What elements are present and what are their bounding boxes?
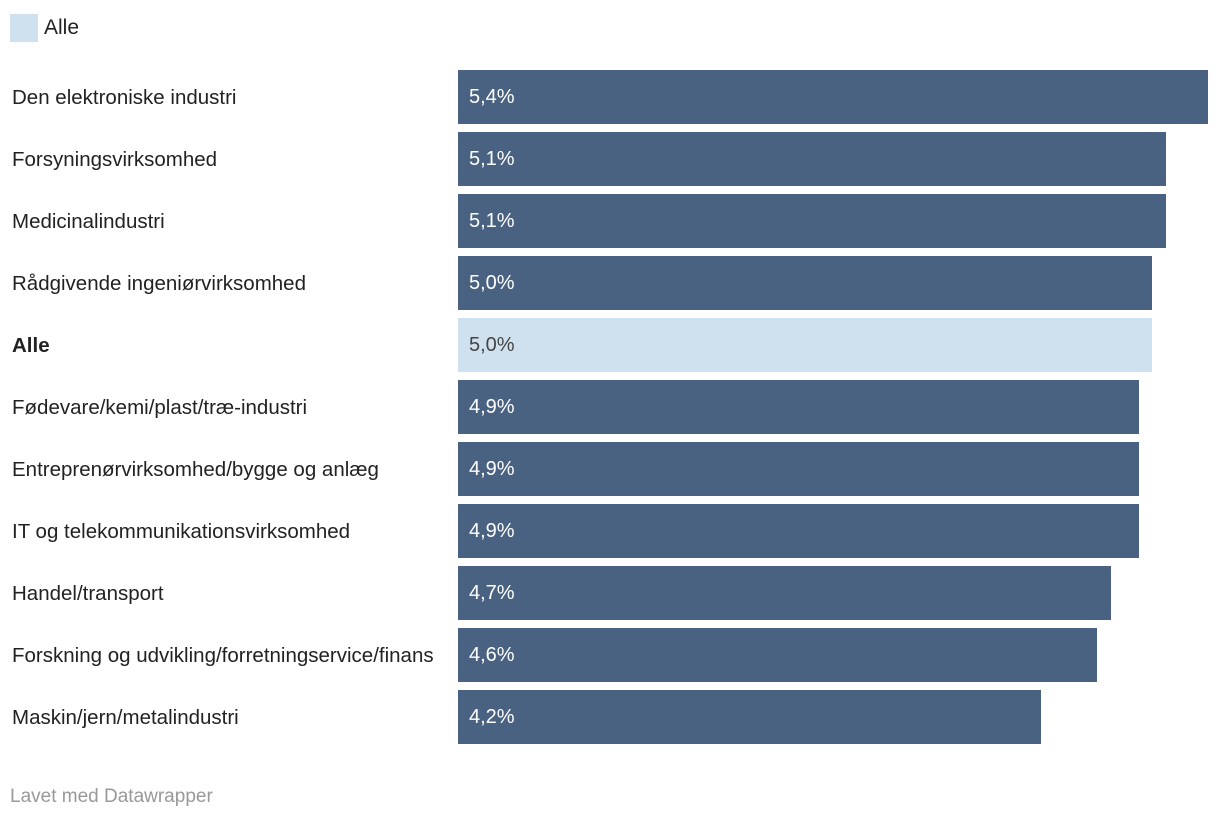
bar [458,132,1167,186]
value-label: 5,0% [469,334,515,356]
value-label: 5,1% [469,210,515,232]
bar [458,256,1153,310]
bar [458,566,1111,620]
bar [458,442,1139,496]
bar [458,628,1097,682]
row-label: Forsyningsvirksomhed [12,147,218,171]
value-label: 4,9% [469,396,515,418]
value-label: 5,4% [469,86,515,108]
bar [458,318,1153,372]
footer: Lavet med Datawrapper [10,786,213,807]
row-label: Forskning og udvikling/forretningservice… [12,643,434,667]
legend-label: Alle [44,16,80,39]
value-label: 5,1% [469,148,515,170]
row-label: Medicinalindustri [12,209,165,233]
value-label: 4,7% [469,582,515,604]
legend-swatch [10,14,38,42]
bar [458,70,1208,124]
bar [458,504,1139,558]
value-label: 4,6% [469,644,515,666]
row-label: Den elektroniske industri [12,85,237,109]
value-label: 4,9% [469,520,515,542]
bar [458,690,1042,744]
legend: Alle [10,14,79,42]
row-label: Rådgivende ingeniørvirksomhed [12,271,306,295]
row-label: Entreprenørvirksomhed/bygge og anlæg [12,457,379,481]
row-label: Alle [12,333,50,357]
bar [458,380,1139,434]
value-label: 4,9% [469,458,515,480]
row-label: IT og telekommunikationsvirksomhed [12,519,351,543]
row-label: Handel/transport [12,581,164,605]
bar [458,194,1167,248]
row-label: Fødevare/kemi/plast/træ-industri [12,395,308,419]
row-label: Maskin/jern/metalindustri [12,705,239,729]
value-label: 5,0% [469,272,515,294]
value-label: 4,2% [469,706,515,728]
